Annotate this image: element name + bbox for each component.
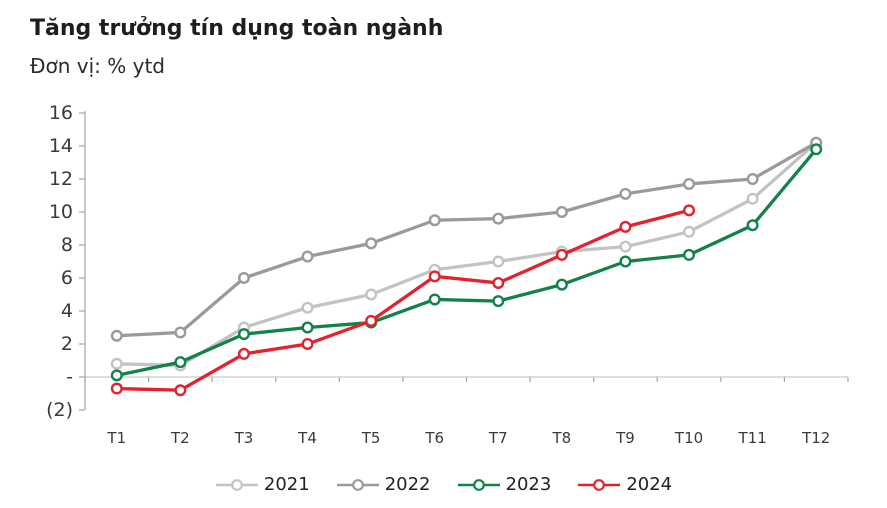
series-line-2022 xyxy=(115,141,818,338)
data-point-2022-T3 xyxy=(237,272,250,285)
data-point-2024-T8 xyxy=(555,248,568,261)
line-chart-canvas: 16 14 12 10 8 6 4 2 - (2) T1 T2 T3 T4 T5 T6 T7 T8 T9 T10 T11… xyxy=(46,102,849,447)
y-tick-label: 8 xyxy=(61,234,73,256)
x-tick-label-T3: T3 xyxy=(234,429,254,447)
legend-label-2022: 2022 xyxy=(384,474,431,495)
x-tick-label-T6: T6 xyxy=(424,429,444,447)
data-point-2022-T9 xyxy=(619,187,632,200)
y-tick-label: - xyxy=(66,366,73,388)
series-line-2024 xyxy=(115,208,691,392)
legend-label-2021: 2021 xyxy=(263,474,310,495)
x-tick-label-T10: T10 xyxy=(674,429,703,447)
data-point-2023-T7 xyxy=(492,295,505,308)
data-point-2023-T6 xyxy=(428,293,441,306)
legend-line-marker-icon xyxy=(336,478,379,491)
x-tick-label-T1: T1 xyxy=(106,429,126,447)
data-point-2023-T10 xyxy=(683,248,696,261)
data-point-2024-T5 xyxy=(365,314,378,327)
legend-item-2024: 2024 xyxy=(577,474,672,495)
data-point-2022-T5 xyxy=(365,237,378,250)
data-point-2023-T1 xyxy=(110,369,123,382)
data-point-2024-T4 xyxy=(301,338,314,351)
legend-line-marker-icon xyxy=(215,478,258,491)
chart-unit-subtitle: Đơn vị: % ytd xyxy=(30,54,165,78)
data-point-2023-T11 xyxy=(746,219,759,232)
x-tick-label-T12: T12 xyxy=(801,429,830,447)
data-point-2024-T2 xyxy=(174,384,187,397)
legend-swatch-circle xyxy=(230,478,243,491)
data-point-2021-T11 xyxy=(746,192,759,205)
data-point-2021-T9 xyxy=(619,240,632,253)
data-point-2024-T1 xyxy=(110,382,123,395)
legend-item-2021: 2021 xyxy=(215,474,310,495)
data-point-2022-T4 xyxy=(301,250,314,263)
x-tick-label-T5: T5 xyxy=(361,429,381,447)
y-tick-label: 12 xyxy=(49,168,73,190)
data-point-2024-T9 xyxy=(619,220,632,233)
data-point-2021-T7 xyxy=(492,255,505,268)
x-tick-label-T4: T4 xyxy=(297,429,317,447)
y-tick-label: 10 xyxy=(49,201,73,223)
data-point-2022-T2 xyxy=(174,326,187,339)
series-line-2021 xyxy=(115,141,818,368)
chart-title: Tăng trưởng tín dụng toàn ngành xyxy=(30,16,444,41)
data-point-2023-T8 xyxy=(555,278,568,291)
y-tick-label: 14 xyxy=(49,135,73,157)
y-tick-label: 2 xyxy=(61,333,73,355)
legend-line-marker-icon xyxy=(578,478,621,491)
x-tick-label-T8: T8 xyxy=(552,429,572,447)
legend-label-2024: 2024 xyxy=(626,474,673,495)
legend-line-marker-icon xyxy=(457,478,500,491)
data-point-2022-T6 xyxy=(428,214,441,227)
data-point-2022-T1 xyxy=(110,329,123,342)
data-point-2023-T9 xyxy=(619,255,632,268)
legend-label-2023: 2023 xyxy=(505,474,552,495)
legend-swatch-circle xyxy=(351,478,364,491)
y-tick-label: (2) xyxy=(46,399,73,421)
data-point-2024-T10 xyxy=(683,204,696,217)
data-point-2021-T1 xyxy=(110,357,123,370)
series-line-2023 xyxy=(115,147,818,378)
data-point-2023-T2 xyxy=(174,356,187,369)
data-point-2021-T10 xyxy=(683,225,696,238)
data-point-2022-T8 xyxy=(555,205,568,218)
x-tick-label-T11: T11 xyxy=(738,429,767,447)
data-point-2024-T3 xyxy=(237,347,250,360)
data-point-2022-T7 xyxy=(492,212,505,225)
legend-swatch-circle xyxy=(593,478,606,491)
y-tick-label: 4 xyxy=(61,300,73,322)
data-point-2022-T11 xyxy=(746,172,759,185)
legend-item-2023: 2023 xyxy=(457,474,552,495)
data-point-2024-T7 xyxy=(492,276,505,289)
data-point-2021-T4 xyxy=(301,301,314,314)
x-tick-label-T2: T2 xyxy=(170,429,190,447)
data-point-2023-T12 xyxy=(810,143,823,156)
x-tick-label-T9: T9 xyxy=(615,429,635,447)
x-tick-label-T7: T7 xyxy=(488,429,508,447)
chart-legend: 2021 2022 2023 2024 xyxy=(0,474,887,495)
legend-swatch-circle xyxy=(472,478,485,491)
y-tick-label: 6 xyxy=(61,267,73,289)
data-point-2021-T5 xyxy=(365,288,378,301)
data-point-2022-T10 xyxy=(683,177,696,190)
data-point-2023-T4 xyxy=(301,321,314,334)
data-point-2024-T6 xyxy=(428,270,441,283)
legend-item-2022: 2022 xyxy=(336,474,431,495)
y-tick-label: 16 xyxy=(49,102,73,124)
data-point-2023-T3 xyxy=(237,328,250,341)
